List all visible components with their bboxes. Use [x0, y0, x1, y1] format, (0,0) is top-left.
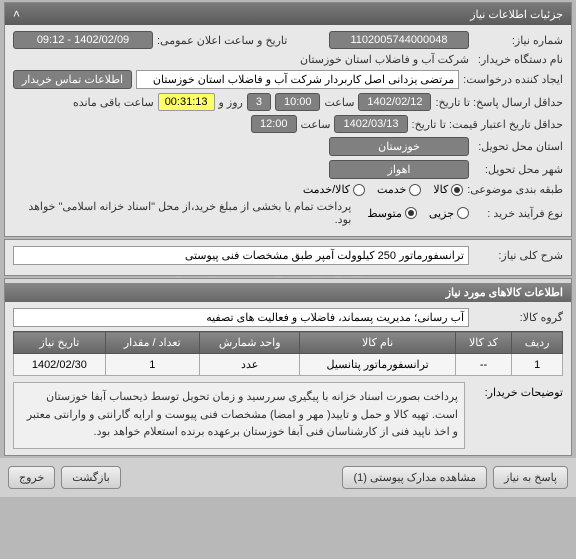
row-city: شهر محل تحویل: اهواز — [13, 160, 563, 179]
table-header-row: ردیف کد کالا نام کالا واحد شمارش تعداد /… — [14, 332, 563, 354]
back-button[interactable]: بازگشت — [61, 466, 121, 489]
buyer-notes-label: توضیحات خریدار: — [473, 382, 563, 399]
row-creator: ایجاد کننده درخواست: مرتضی یزدانی اصل کا… — [13, 70, 563, 89]
group-label: گروه کالا: — [473, 311, 563, 324]
collapse-icon[interactable]: ˄ — [13, 7, 20, 21]
category-radio-group: کالا خدمت کالا/خدمت — [303, 183, 463, 196]
respond-button[interactable]: پاسخ به نیاز — [493, 466, 568, 489]
panel-body: شماره نیاز: 1102005744000048 تاریخ و ساع… — [5, 25, 571, 236]
time-label-2: ساعت — [301, 118, 331, 131]
row-process: نوع فرآیند خرید : جزیی متوسط پرداخت تمام… — [13, 200, 563, 226]
city-value: اهواز — [329, 160, 469, 179]
contact-buyer-button[interactable]: اطلاعات تماس خریدار — [13, 70, 132, 89]
deadline-time: 10:00 — [275, 93, 321, 111]
city-label: شهر محل تحویل: — [473, 163, 563, 176]
category-label: طبقه بندی موضوعی: — [467, 183, 563, 196]
cell-date: 1402/02/30 — [14, 354, 106, 376]
number-label: شماره نیاز: — [473, 34, 563, 47]
summary-text: ترانسفورماتور 250 کیلوولت آمپر طبق مشخصا… — [13, 246, 469, 265]
cell-qty: 1 — [105, 354, 199, 376]
validity-label: حداقل تاریخ اعتبار قیمت: تا تاریخ: — [412, 118, 563, 131]
process-note: پرداخت تمام یا بخشی از مبلغ خرید،از محل … — [13, 200, 351, 226]
attachments-button[interactable]: مشاهده مدارک پیوستی (1) — [342, 466, 487, 489]
cell-name: ترانسفورماتور پتانسیل — [300, 354, 455, 376]
panel-title: جزئیات اطلاعات نیاز — [470, 8, 563, 21]
col-date: تاریخ نیاز — [14, 332, 106, 354]
items-table: ردیف کد کالا نام کالا واحد شمارش تعداد /… — [13, 331, 563, 376]
summary-label: شرح کلی نیاز: — [473, 249, 563, 262]
process-label: نوع فرآیند خرید : — [473, 207, 563, 220]
group-value: آب رسانی؛ مدیریت پسماند، فاضلاب و فعالیت… — [13, 308, 469, 327]
day-label: روز و — [219, 96, 243, 109]
row-category: طبقه بندی موضوعی: کالا خدمت کالا/خدمت — [13, 183, 563, 196]
date-label: تاریخ و ساعت اعلان عمومی: — [157, 34, 287, 47]
remaining-label: ساعت باقی مانده — [73, 96, 154, 109]
radio-medium[interactable]: متوسط — [367, 207, 417, 220]
radio-goods[interactable]: کالا — [433, 183, 463, 196]
group-row: گروه کالا: آب رسانی؛ مدیریت پسماند، فاضل… — [13, 308, 563, 327]
province-label: استان محل تحویل: — [473, 140, 563, 153]
radio-goods-service-icon — [353, 184, 365, 196]
radio-medium-label: متوسط — [367, 207, 402, 220]
remaining-time: 00:31:13 — [158, 93, 215, 111]
row-validity: حداقل تاریخ اعتبار قیمت: تا تاریخ: 1402/… — [13, 115, 563, 133]
panel-header: جزئیات اطلاعات نیاز ˄ — [5, 3, 571, 25]
radio-medium-icon — [405, 207, 417, 219]
col-row: ردیف — [512, 332, 563, 354]
radio-service-label: خدمت — [377, 183, 406, 196]
radio-goods-service[interactable]: کالا/خدمت — [303, 183, 365, 196]
cell-row: 1 — [512, 354, 563, 376]
creator-label: ایجاد کننده درخواست: — [463, 73, 563, 86]
creator-value: مرتضی یزدانی اصل کاربردار شرکت آب و فاضل… — [136, 70, 459, 89]
items-section-header: اطلاعات کالاهای مورد نیاز — [5, 283, 571, 302]
summary-panel: شرح کلی نیاز: ترانسفورماتور 250 کیلوولت … — [4, 239, 572, 276]
col-unit: واحد شمارش — [199, 332, 300, 354]
items-panel: اطلاعات کالاهای مورد نیاز گروه کالا: آب … — [4, 278, 572, 456]
table-row[interactable]: 1 -- ترانسفورماتور پتانسیل عدد 1 1402/02… — [14, 354, 563, 376]
buyer-org-label: نام دستگاه خریدار: — [473, 53, 563, 66]
validity-time: 12:00 — [251, 115, 297, 133]
button-group-right: پاسخ به نیاز مشاهده مدارک پیوستی (1) — [342, 466, 568, 489]
row-number-date: شماره نیاز: 1102005744000048 تاریخ و ساع… — [13, 31, 563, 49]
buyer-notes-text: پرداخت بصورت اسناد خزانه با پیگیری سررسی… — [13, 382, 465, 449]
col-qty: تعداد / مقدار — [105, 332, 199, 354]
col-code: کد کالا — [455, 332, 512, 354]
radio-service[interactable]: خدمت — [377, 183, 421, 196]
radio-partial-label: جزیی — [429, 207, 454, 220]
deadline-date: 1402/02/12 — [358, 93, 431, 111]
cell-unit: عدد — [199, 354, 300, 376]
number-value: 1102005744000048 — [329, 31, 469, 49]
col-name: نام کالا — [300, 332, 455, 354]
radio-goods-label: کالا — [433, 183, 448, 196]
validity-date: 1402/03/13 — [334, 115, 407, 133]
radio-goods-service-label: کالا/خدمت — [303, 183, 350, 196]
row-province: استان محل تحویل: خوزستان — [13, 137, 563, 156]
province-value: خوزستان — [329, 137, 469, 156]
deadline-label: حداقل ارسال پاسخ: تا تاریخ: — [435, 96, 563, 109]
radio-partial[interactable]: جزیی — [429, 207, 469, 220]
button-group-left: بازگشت خروج — [8, 466, 121, 489]
radio-partial-icon — [457, 207, 469, 219]
process-radio-group: جزیی متوسط — [367, 207, 469, 220]
radio-service-icon — [409, 184, 421, 196]
date-value: 1402/02/09 - 09:12 — [13, 31, 153, 49]
buyer-notes-row: توضیحات خریدار: پرداخت بصورت اسناد خزانه… — [13, 382, 563, 449]
exit-button[interactable]: خروج — [8, 466, 55, 489]
row-buyer-org: نام دستگاه خریدار: شرکت آب و فاضلاب استا… — [13, 53, 563, 66]
summary-row: شرح کلی نیاز: ترانسفورماتور 250 کیلوولت … — [13, 246, 563, 265]
row-deadline: حداقل ارسال پاسخ: تا تاریخ: 1402/02/12 س… — [13, 93, 563, 111]
radio-goods-icon — [451, 184, 463, 196]
buyer-org-value: شرکت آب و فاضلاب استان خوزستان — [300, 53, 469, 66]
cell-code: -- — [455, 354, 512, 376]
main-panel: جزئیات اطلاعات نیاز ˄ شماره نیاز: 110200… — [4, 2, 572, 237]
time-label-1: ساعت — [324, 96, 354, 109]
button-bar: پاسخ به نیاز مشاهده مدارک پیوستی (1) باز… — [0, 458, 576, 497]
deadline-days: 3 — [247, 93, 271, 111]
